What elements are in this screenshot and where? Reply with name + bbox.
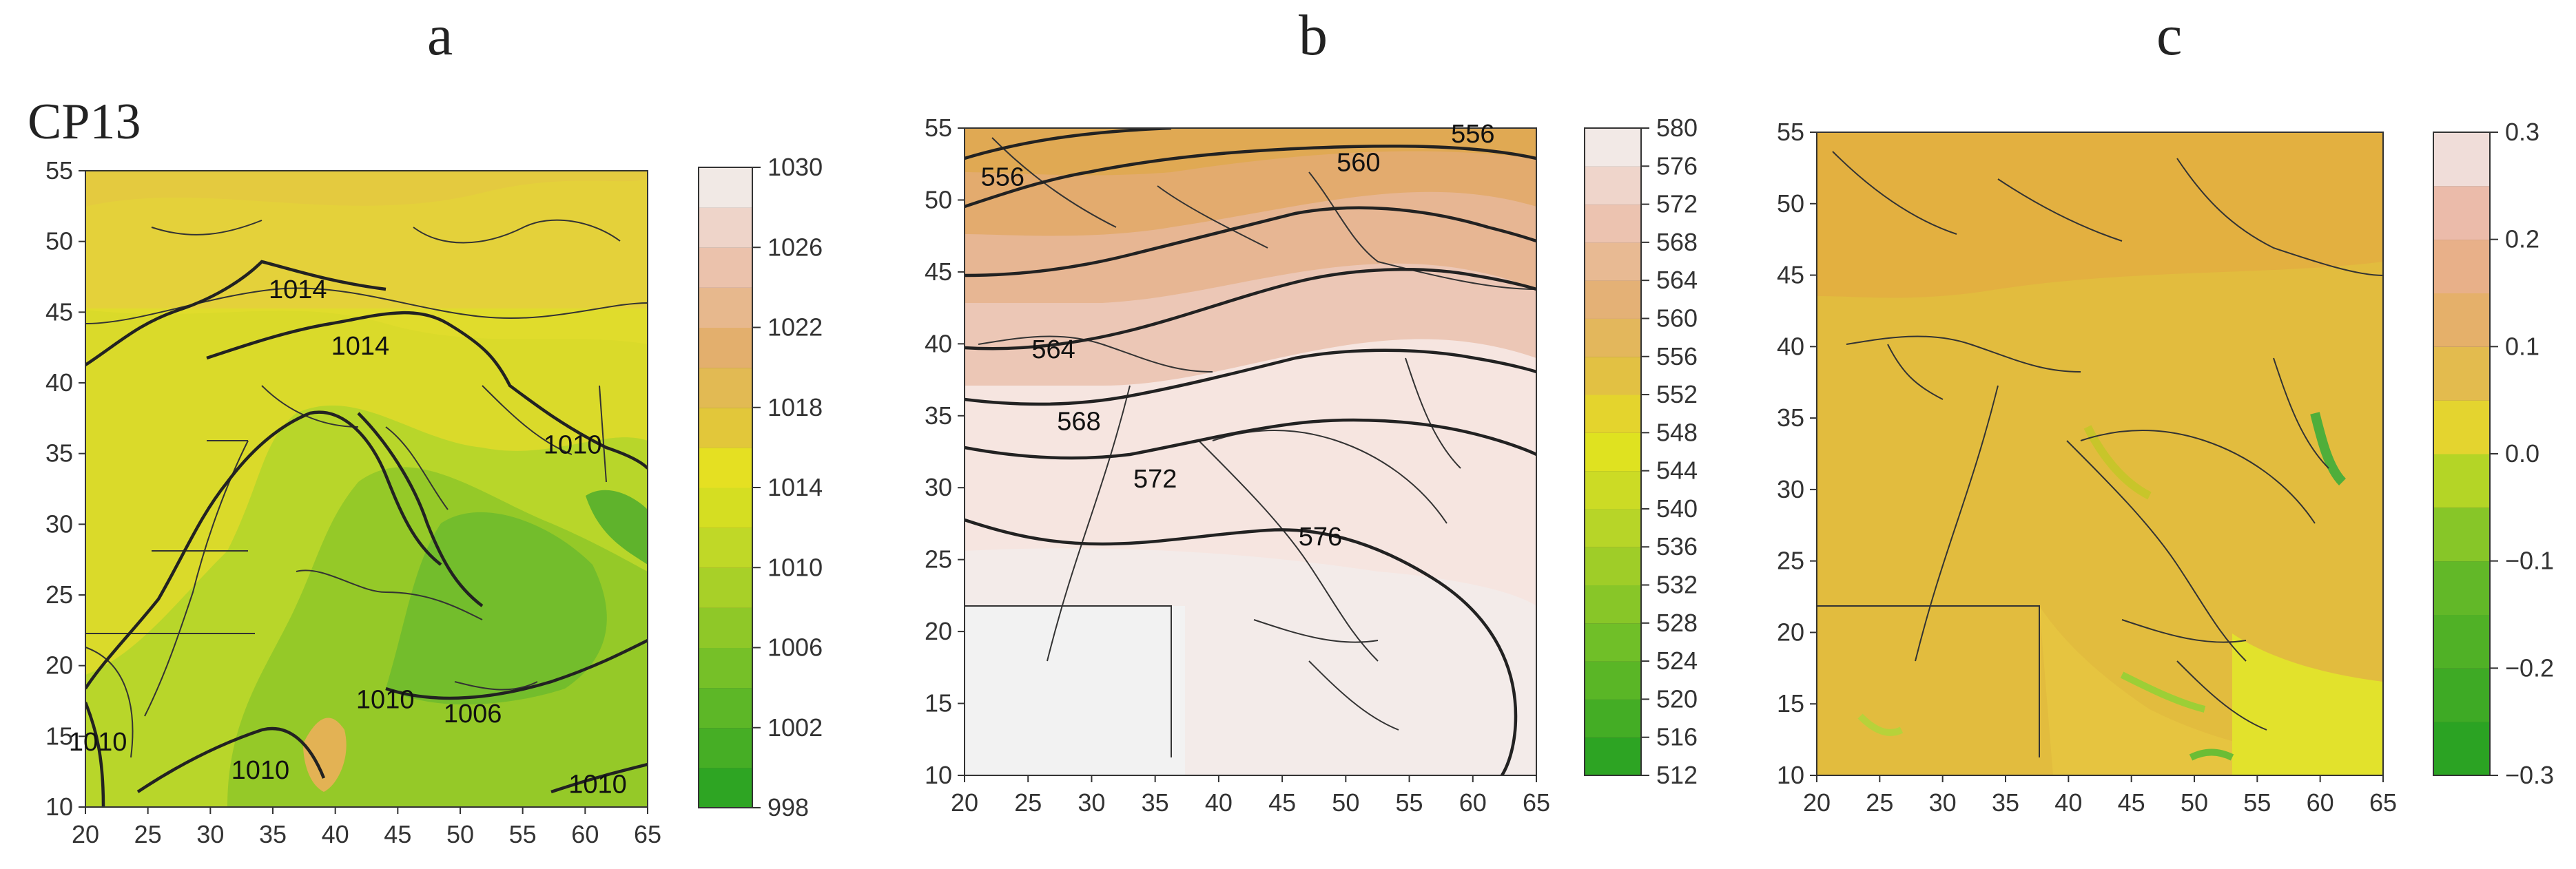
panel-letter-b: b: [1299, 3, 1328, 67]
colorbar-tick-label: 1018: [767, 393, 823, 421]
colorbar-segment: [699, 687, 752, 729]
colorbar-segment: [699, 367, 752, 408]
x-tick-label: 20: [72, 820, 99, 848]
contour-label: 1010: [568, 770, 627, 799]
contour-label: 1010: [69, 728, 127, 757]
colorbar-tick-label: 1014: [767, 473, 823, 501]
x-tick-label: 25: [134, 820, 162, 848]
panel-letter-c: c: [2156, 3, 2183, 67]
panel-letter-a: a: [427, 3, 453, 67]
panel-a-colorbar: 998 1002 1006 1010 1014 1018 1022 1026 1030: [698, 153, 823, 821]
contour-label: 1010: [356, 685, 415, 714]
colorbar-segment: [699, 567, 752, 608]
contour-label: 1010: [231, 756, 290, 785]
x-tick-label: 65: [634, 820, 661, 848]
colorbar-segment: [699, 447, 752, 488]
panel-a-frame: [85, 170, 648, 808]
colorbar-segment: [699, 167, 752, 208]
colorbar-tick-label: 1010: [767, 553, 823, 581]
y-tick-label: 35: [45, 439, 73, 468]
contour-label: 1014: [269, 275, 327, 304]
x-tick-label: 50: [446, 820, 474, 848]
colorbar-segment: [699, 767, 752, 808]
panel-a-field: [85, 171, 648, 807]
x-tick-label: 30: [196, 820, 224, 848]
y-tick-label: 50: [45, 227, 73, 255]
colorbar-segment: [699, 727, 752, 768]
colorbar-segment: [699, 488, 752, 528]
panel-a-axes: 20 25 30 35 40 45 50 55 60 65 10 15 20 25 30 35 40 45 50 55: [45, 156, 661, 848]
colorbar-tick-label: 1030: [767, 153, 823, 181]
x-tick-label: 35: [259, 820, 287, 848]
x-tick-label: 40: [322, 820, 349, 848]
x-tick-label: 55: [509, 820, 537, 848]
pattern-label: CP13: [28, 94, 141, 150]
colorbar-tick-label: 998: [767, 793, 809, 821]
contour-label: 1006: [444, 700, 502, 729]
y-tick-label: 25: [45, 580, 73, 609]
y-tick-label: 10: [45, 793, 73, 821]
contour-label: 1014: [331, 332, 390, 361]
colorbar-segment: [699, 327, 752, 368]
colorbar-segment: [699, 607, 752, 648]
colorbar-segment: [699, 647, 752, 689]
colorbar-tick-label: 1006: [767, 634, 823, 662]
colorbar-tick-label: 1026: [767, 233, 823, 261]
y-tick-label: 15: [45, 722, 73, 750]
y-tick-label: 45: [45, 297, 73, 326]
colorbar-tick-label: 1022: [767, 313, 823, 342]
colorbar-segment: [699, 407, 752, 448]
y-tick-label: 20: [45, 651, 73, 680]
y-tick-label: 30: [45, 510, 73, 538]
colorbar-segment: [699, 247, 752, 288]
colorbar-tick-label: 1002: [767, 713, 823, 742]
colorbar-segment: [699, 287, 752, 328]
x-tick-label: 60: [571, 820, 599, 848]
y-tick-label: 40: [45, 368, 73, 397]
y-tick-label: 55: [45, 156, 73, 185]
contour-label: 1010: [544, 431, 602, 460]
x-tick-label: 45: [384, 820, 411, 848]
colorbar-segment: [699, 527, 752, 568]
colorbar-segment: [699, 207, 752, 248]
